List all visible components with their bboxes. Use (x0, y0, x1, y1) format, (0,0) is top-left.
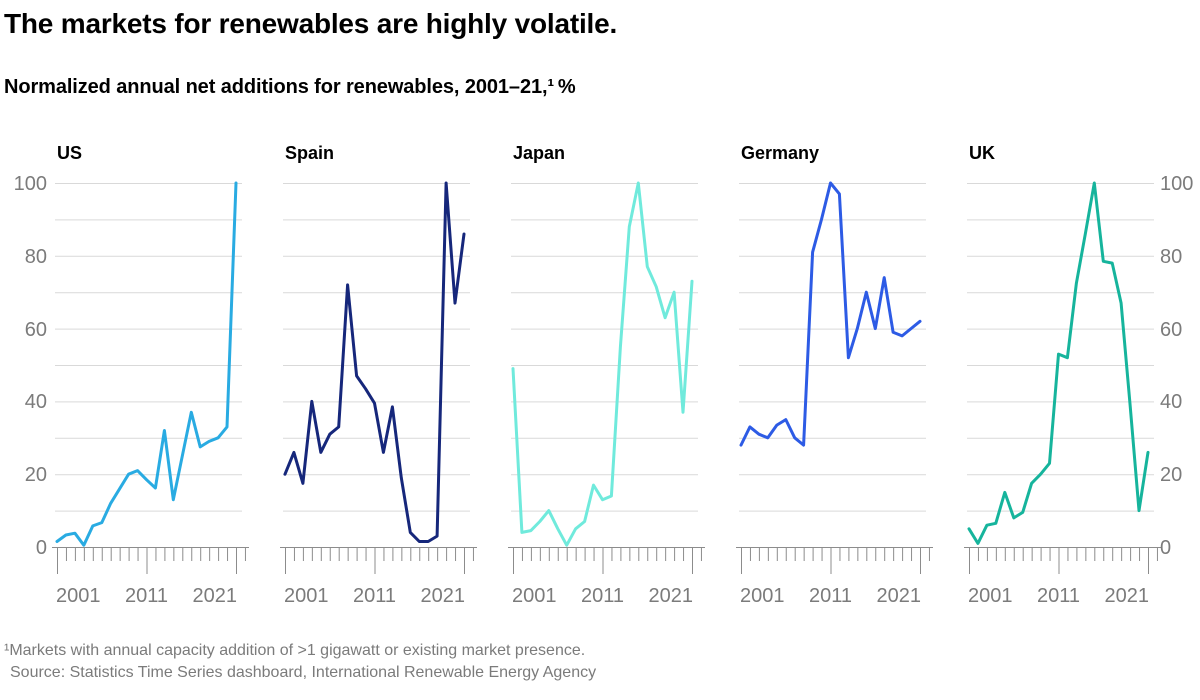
chart-panel-japan: Japan 2001 2011 2021 (505, 140, 733, 609)
x-axis-tick-label: 2021 (877, 585, 922, 607)
y-axis-tick-label: 80 (1160, 245, 1183, 268)
x-axis-tick-label: 2001 (512, 585, 557, 607)
y-axis-tick-label: 20 (1160, 464, 1183, 487)
x-axis-tick-label: 2011 (353, 585, 396, 607)
line-chart-germany: 2001 2011 2021 (736, 181, 933, 607)
panel-title-spain: Spain (285, 143, 335, 163)
x-axis-tick-label: 2001 (284, 585, 329, 607)
x-axis-tick-label: 2001 (56, 585, 101, 607)
footnote-line: ¹Markets with annual capacity addition o… (4, 642, 586, 659)
footnote-source: Source: Statistics Time Series dashboard… (10, 664, 597, 681)
x-axis-tick-label: 2001 (968, 585, 1013, 607)
line-chart-japan: 2001 2011 2021 (508, 181, 705, 607)
data-line-germany (739, 181, 922, 447)
x-axis-tick-label: 2021 (421, 585, 466, 607)
chart-panel-us: US 2001 2011 2021 (49, 140, 277, 609)
page-subtitle: Normalized annual net additions for rene… (4, 76, 576, 98)
page-title: The markets for renewables are highly vo… (4, 8, 618, 39)
y-axis-tick-label: 20 (24, 464, 47, 487)
chart-area: 100 80 60 40 20 0 US 2001 2011 2021 Spain 2001 2011… (0, 140, 1200, 610)
panel-title-uk: UK (969, 143, 995, 163)
x-axis-tick-label: 2011 (581, 585, 624, 607)
y-axis-tick-label: 40 (1160, 391, 1183, 414)
y-axis-tick-label: 60 (24, 318, 47, 341)
line-chart-uk: 2001 2011 2021 (964, 181, 1161, 607)
y-axis-tick-label: 100 (13, 173, 47, 195)
data-line-uk (967, 181, 1150, 545)
panel-title-japan: Japan (513, 143, 566, 163)
chart-panels: US 2001 2011 2021 Spain 2001 2011 2021 Japan 2001… (49, 140, 1189, 609)
y-axis-tick-label: 0 (35, 537, 47, 559)
y-axis-labels-left: 100 80 60 40 20 0 (0, 140, 47, 610)
y-axis-tick-label: 60 (1160, 318, 1183, 341)
x-axis-tick-label: 2021 (193, 585, 238, 607)
x-axis-tick-label: 2011 (125, 585, 168, 607)
chart-panel-germany: Germany 2001 2011 2021 (733, 140, 961, 609)
panel-title-germany: Germany (741, 143, 820, 163)
line-chart-us: 2001 2011 2021 (52, 181, 249, 607)
data-line-japan (511, 181, 694, 547)
x-axis-tick-label: 2001 (740, 585, 785, 607)
y-axis-tick-label: 100 (1160, 173, 1194, 195)
x-axis-tick-label: 2021 (649, 585, 694, 607)
y-axis-labels-right: 100 80 60 40 20 0 (1160, 140, 1200, 610)
chart-panel-uk: UK 2001 2011 2021 (961, 140, 1189, 609)
y-axis-tick-label: 80 (24, 245, 47, 268)
line-chart-spain: 2001 2011 2021 (280, 181, 477, 607)
x-axis-tick-label: 2011 (809, 585, 852, 607)
footnote: ¹Markets with annual capacity addition o… (4, 640, 596, 684)
x-axis-tick-label: 2011 (1037, 585, 1080, 607)
panel-title-us: US (57, 143, 83, 163)
y-axis-tick-label: 0 (1160, 537, 1172, 559)
y-axis-tick-label: 40 (24, 391, 47, 414)
data-line-spain (283, 181, 466, 543)
chart-panel-spain: Spain 2001 2011 2021 (277, 140, 505, 609)
x-axis-tick-label: 2021 (1105, 585, 1150, 607)
data-line-us (55, 181, 238, 547)
